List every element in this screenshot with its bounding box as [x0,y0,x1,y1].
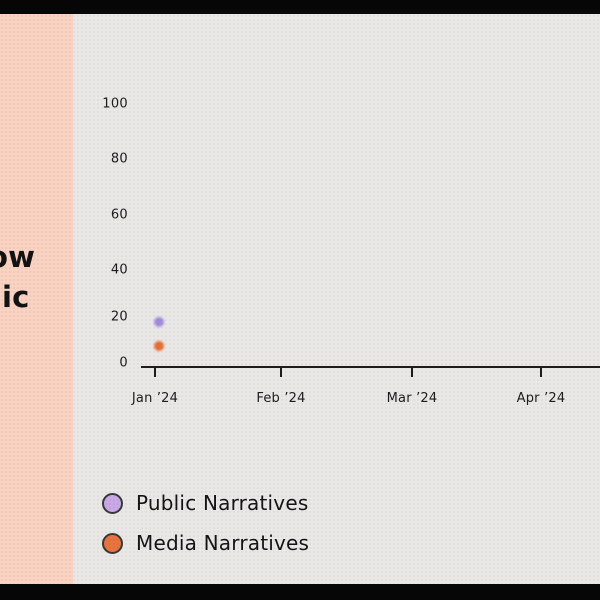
x-tick-mark-mar [411,368,413,377]
legend-item-public-narratives: Public Narratives [102,491,309,515]
panel-title-line-1: ow [0,240,36,274]
left-accent-panel: ow ic [0,14,73,584]
x-tick-mark-jan [154,368,156,377]
x-tick-label-mar: Mar ’24 [386,391,438,406]
y-tick-label-40: 40 [110,262,128,278]
panel-title: ow ic [0,237,35,317]
legend-label-public: Public Narratives [136,491,309,515]
legend-item-media-narratives: Media Narratives [102,531,310,555]
y-tick-label-80: 80 [110,151,128,167]
x-tick-label-jan: Jan ’24 [131,391,179,406]
y-tick-label-60: 60 [110,207,128,223]
data-point-public-jan24 [154,317,164,327]
x-axis-line [141,366,600,368]
y-tick-label-20: 20 [110,309,128,325]
y-tick-label-100: 100 [102,96,128,112]
panel-title-line-2: ic [2,280,30,314]
y-tick-label-0: 0 [119,355,128,371]
x-tick-mark-feb [280,368,282,377]
chart-area: 100 80 60 40 20 0 Jan ’24 Feb ’24 Mar ’2… [73,14,600,584]
legend-label-media: Media Narratives [136,531,310,555]
x-tick-mark-apr [540,368,542,377]
media-narratives-swatch-icon [102,532,123,554]
x-tick-label-feb: Feb ’24 [256,391,306,406]
slide-stage: ow ic 100 80 60 40 20 0 Jan ’24 Feb ’24 … [0,14,600,584]
letterbox-bottom [0,584,600,600]
data-point-media-jan24 [154,341,164,351]
public-narratives-swatch-icon [102,492,123,514]
x-tick-label-apr: Apr ’24 [516,391,566,406]
letterbox-top [0,0,600,14]
